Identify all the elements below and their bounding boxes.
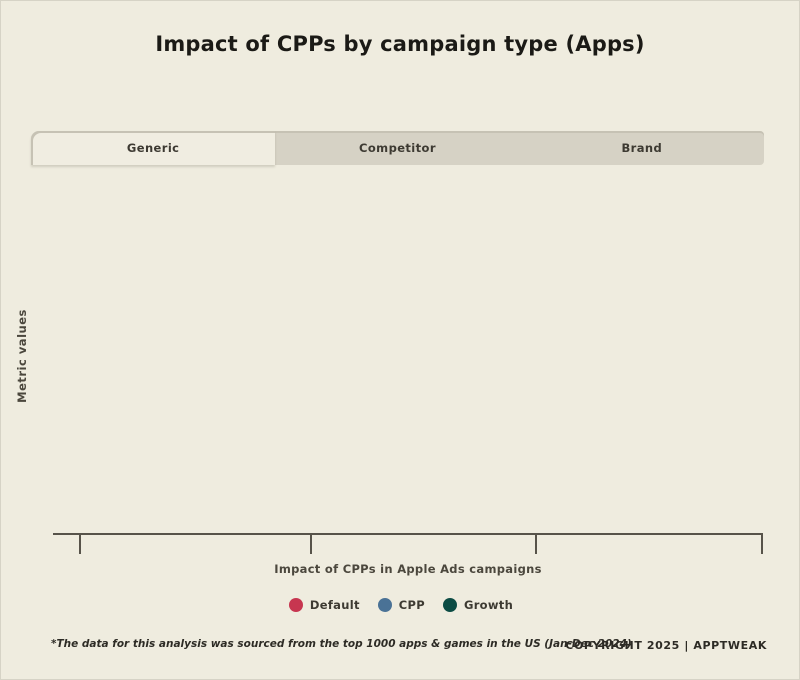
x-axis-tick <box>535 533 537 554</box>
circle-icon <box>377 598 392 612</box>
tab-generic-label: Generic <box>126 141 180 155</box>
x-axis-label: Impact of CPPs in Apple Ads campaigns <box>274 562 542 576</box>
tab-brand[interactable]: Brand <box>520 131 764 165</box>
chart-legend: Default CPP Growth <box>1 598 799 612</box>
x-axis-tick <box>761 533 763 554</box>
legend-item-default[interactable]: Default <box>288 598 360 612</box>
tab-generic[interactable]: Generic <box>31 131 276 165</box>
page-title: Impact of CPPs by campaign type (Apps) <box>155 32 645 56</box>
data-source-note: *The data for this analysis was sourced … <box>51 638 632 650</box>
circle-icon <box>288 598 303 612</box>
plot-area <box>53 171 763 533</box>
tab-competitor-label: Competitor <box>359 141 436 155</box>
x-axis-tick <box>79 533 81 554</box>
y-axis-label: Metric values <box>15 309 29 403</box>
tab-competitor[interactable]: Competitor <box>275 131 519 165</box>
campaign-type-tab-bar: Generic Competitor Brand <box>31 131 764 165</box>
circle-icon <box>442 598 457 612</box>
legend-item-cpp[interactable]: CPP <box>377 598 425 612</box>
legend-item-growth[interactable]: Growth <box>442 598 514 612</box>
copyright-text: COPYRIGHT 2025 | APPTWEAK <box>565 639 767 652</box>
legend-label: Growth <box>463 598 514 612</box>
x-axis-tick <box>310 533 312 554</box>
legend-label: Default <box>309 598 360 612</box>
x-axis-line <box>53 533 763 535</box>
tab-brand-label: Brand <box>621 141 663 155</box>
legend-label: CPP <box>398 598 425 612</box>
